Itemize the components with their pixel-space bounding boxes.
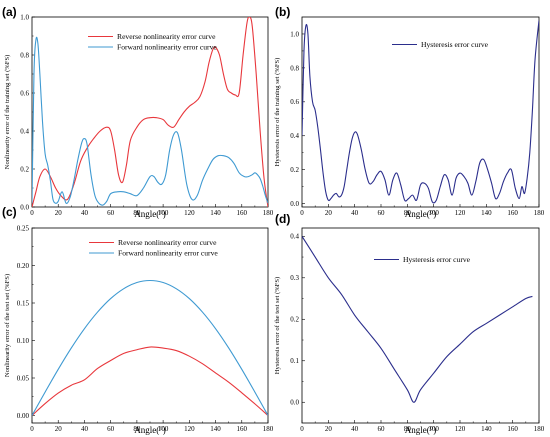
x-tick-label: 180 [534,425,545,433]
y-tick-label: 0.0 [20,203,29,211]
x-tick-label: 100 [158,425,169,433]
x-tick-label: 0 [30,425,34,433]
x-tick-label: 160 [507,209,518,217]
legend-entry: Forward nonlinearity error curve [118,249,218,258]
x-tick-label: 160 [237,425,248,433]
x-tick-label: 40 [351,425,359,433]
y-tick-label: 0.4 [20,127,29,135]
x-axis-label: Angle(°) [405,425,437,435]
y-tick-label: 0.4 [290,132,299,140]
chart-panel-c: (c)0 20 40 60 80 100 120 140 160 1800.000.050.100… [2,205,274,435]
y-tick-label: 0.2 [290,166,299,174]
x-tick-label: 120 [455,425,466,433]
chart-panel-a: (a) 0 20 40 60 80 100 120 140 160 180 0.0 0.2 0.4 0.6 0… [2,5,274,219]
x-tick-label: 140 [210,425,221,433]
legend-entry: Hysteresis error curve [403,255,471,264]
y-tick-label: 0.3 [290,274,299,282]
y-tick-label: 0.1 [290,357,299,365]
x-tick-label: 40 [81,425,89,433]
x-tick-label: 40 [351,209,359,217]
y-axis-label: Hysteresis error of the training set (%F… [274,58,281,167]
x-tick-label: 20 [55,425,63,433]
x-tick-label: 0 [300,425,304,433]
y-axis-label: Nonlinearity error of the test set (%FS) [4,274,11,377]
x-tick-label: 100 [158,209,169,217]
y-tick-label: 0.20 [17,262,30,270]
chart-panel-b: (b) 0 20 40 60 80 100 120 140 160 180 0.0 0.2 0.4 0.6 0… [274,5,545,219]
x-tick-label: 20 [55,209,63,217]
y-tick-label: 0.6 [20,89,29,97]
series-line-hysteresis-error-curve [302,20,539,204]
x-tick-label: 80 [404,209,412,217]
x-tick-label: 180 [263,209,274,217]
panel-label: (a) [2,5,17,19]
x-tick-label: 160 [507,425,518,433]
y-tick-label: 1.0 [290,30,299,38]
y-tick-label: 0.05 [17,374,30,382]
legend-entry: Forward nonlinearity error curve [117,43,217,52]
x-tick-label: 80 [404,425,412,433]
y-tick-label: 0.0 [290,399,299,407]
legend-entry: Reverse nonlinearity error curve [118,238,217,247]
x-axis-label: Angle(°) [134,425,166,435]
x-tick-label: 60 [378,209,386,217]
x-tick-label: 180 [534,209,545,217]
y-tick-label: 0.8 [20,51,29,59]
y-tick-label: 1.0 [20,13,29,21]
y-tick-label: 0.10 [17,337,30,345]
x-tick-label: 100 [428,425,439,433]
series-line-forward-nonlinearity-error-curve [32,279,268,416]
panel-label: (d) [275,212,290,226]
series-line-reverse-nonlinearity-error-curve [32,17,268,207]
y-tick-label: 0.6 [290,98,299,106]
series-line-hysteresis-error-curve [302,236,533,403]
x-tick-label: 120 [184,425,195,433]
x-tick-label: 80 [133,209,141,217]
legend-entry: Reverse nonlinearity error curve [117,32,216,41]
x-tick-label: 140 [481,209,492,217]
legend-entry: Hysteresis error curve [421,40,489,49]
y-tick-label: 0.25 [17,224,30,232]
x-tick-label: 120 [184,209,195,217]
x-tick-label: 100 [428,209,439,217]
y-axis-label: Hysteresis error of the test set (%FS) [274,277,281,374]
x-tick-label: 60 [107,425,115,433]
y-tick-label: 0.2 [290,316,299,324]
y-tick-label: 0.15 [17,299,30,307]
panel-label: (b) [275,5,290,19]
x-tick-label: 60 [378,425,386,433]
x-tick-label: 140 [210,209,221,217]
x-tick-label: 0 [300,209,304,217]
x-tick-label: 60 [107,209,115,217]
y-tick-label: 0.2 [20,165,29,173]
y-axis-label: Nonlinearity error of the training set (… [4,55,11,170]
x-tick-label: 20 [325,425,333,433]
panel-label: (c) [2,205,17,219]
y-tick-label: 0.00 [17,412,30,420]
x-tick-label: 40 [81,209,89,217]
x-axis-label: Angle(°) [405,209,437,219]
x-tick-label: 20 [325,209,333,217]
series-line-forward-nonlinearity-error-curve [32,36,268,206]
y-tick-label: 0.4 [290,233,299,241]
x-tick-label: 140 [481,425,492,433]
x-tick-label: 180 [263,425,274,433]
x-tick-label: 160 [237,209,248,217]
x-tick-label: 80 [133,425,141,433]
chart-panel-d: (d) 0 20 40 60 80 100 120 140 160 180 0.0 0.1 0.2 0.3 0… [274,212,545,435]
y-tick-label: 0.8 [290,64,299,72]
x-axis-label: Angle(°) [134,209,166,219]
y-tick-label: 0.0 [290,200,299,208]
x-tick-label: 120 [455,209,466,217]
x-tick-label: 0 [30,209,34,217]
series-line-reverse-nonlinearity-error-curve [32,346,268,416]
